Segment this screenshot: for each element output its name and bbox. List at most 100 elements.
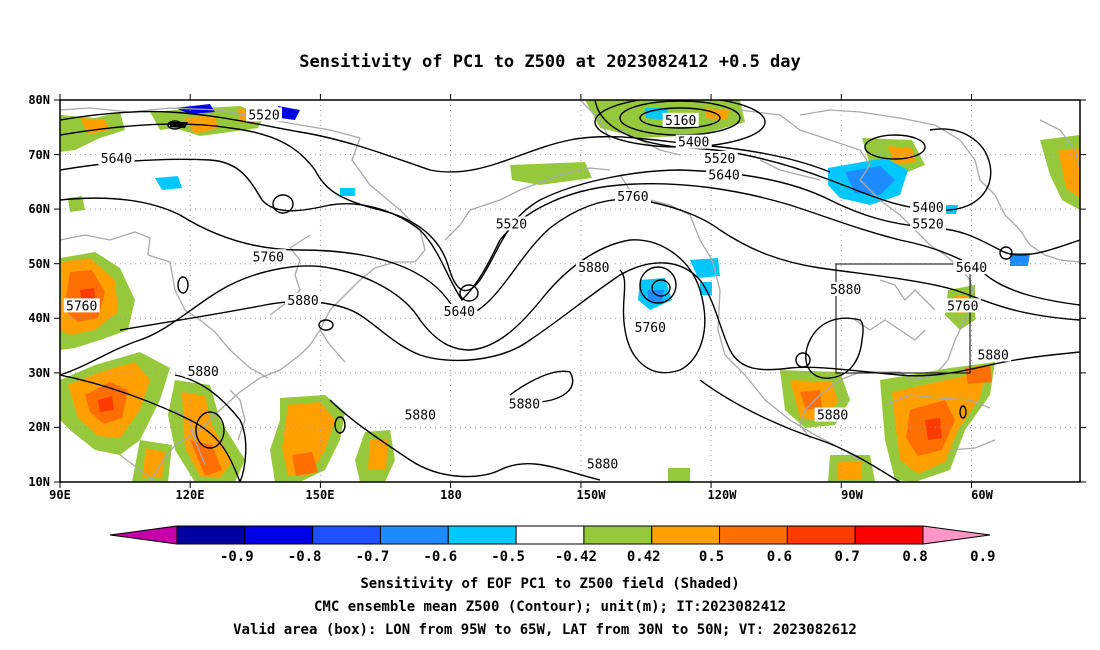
contour-label: 5520 [248,108,279,123]
contour-label: 5880 [405,409,436,424]
contour-label: 5760 [617,190,648,205]
contour-label: 5760 [253,250,284,265]
lon-tick-label: 150W [577,488,607,502]
colorbar: -0.9 -0.8 -0.7 -0.6 -0.5 -0.42 0.42 0.5 0.6 0.7 0.… [109,525,995,565]
lat-tick-label: 20N [28,420,50,434]
contour-label: 5760 [635,321,666,336]
lon-tick-label: 90W [841,488,863,502]
contour-labels: 5520564057605880576058805880564055205160… [63,107,1012,473]
lat-tick-label: 10N [28,475,50,489]
valid-area-box [835,263,971,374]
contour-label-bg [584,456,621,471]
contour-label-bg [814,407,851,422]
contour-label: 5400 [678,136,709,151]
colorbar-tick-label: -0.7 [356,549,390,565]
contour-label-bg [632,320,669,335]
contour-label-bg [63,298,100,313]
colorbar-tick-label: 0.7 [835,549,860,565]
colorbar-tick-label: -0.5 [491,549,525,565]
lat-tick-label: 80N [28,93,50,107]
lon-tick-label: 150E [306,488,335,502]
contour-label-bg [402,407,439,422]
lon-axis: 90E 120E 150E 180 150W 120W 90W 60W [49,94,994,502]
contour-label-bg [285,292,322,307]
lat-tick-label: 50N [28,257,50,271]
contour-label-bg [185,363,222,378]
contour-label-bg [953,260,990,275]
lon-tick-label: 90E [49,488,71,502]
contour-label-bg [675,134,712,149]
map-plot-area: 5520564057605880576058805880564055205160… [60,100,1080,482]
lat-tick-label: 30N [28,366,50,380]
colorbar-tick-label: -0.9 [220,549,254,565]
contour-label: 5880 [830,283,861,298]
contour-label: 5640 [956,261,987,276]
contour-label-bg [493,216,530,231]
contour-label-bg [614,189,651,204]
colorbar-tick-label: -0.42 [555,549,597,565]
contour-label: 5880 [509,398,540,413]
contour-label: 5640 [708,168,739,183]
lon-tick-label: 120E [176,488,205,502]
figure-title: Sensitivity of PC1 to Z500 at 2023082412… [299,52,801,72]
contour-label: 5400 [912,201,943,216]
contour-label: 5880 [188,365,219,380]
contour-label-bg [701,151,738,166]
colorbar-segment [854,525,924,545]
colorbar-segment [786,525,856,545]
colorbar-max-arrow [922,525,991,545]
z500-contours [60,100,1080,482]
contour-label-bg [975,347,1012,362]
sensitivity-shading [60,100,1080,482]
contour-label-bg [827,282,864,296]
colorbar-tick-label: 0.9 [970,549,995,565]
colorbar-tick-label: 0.5 [699,549,724,565]
colorbar-tick-label: 0.6 [767,549,792,565]
lat-axis: 80N 70N 60N 50N 40N 30N 20N 10N [28,93,1086,489]
contour-label: 5880 [578,261,609,276]
lat-tick-label: 70N [28,148,50,162]
lon-tick-label: 180 [440,488,462,502]
contour-label: 5520 [912,218,943,233]
colorbar-tick-label: -0.6 [423,549,457,565]
contour-label: 5880 [587,458,618,473]
colorbar-tick-label: 0.8 [902,549,927,565]
contour-label: 5520 [704,152,735,167]
colorbar-segment [379,525,449,545]
caption-line-2: CMC ensemble mean Z500 (Contour); unit(m… [314,599,786,615]
contour-label: 5160 [665,114,696,129]
caption-line-1: Sensitivity of EOF PC1 to Z500 field (Sh… [360,576,739,592]
plot-frame [59,99,1081,483]
colorbar-segment [176,525,246,545]
contour-label: 5880 [287,294,318,309]
contour-label-bg [662,112,699,127]
contour-label: 5520 [496,218,527,233]
caption-line-3: Valid area (box): LON from 95W to 65W, L… [233,622,857,638]
contour-label: 5640 [444,305,475,320]
contour-label-bg [910,200,947,215]
contour-label: 5880 [817,409,848,424]
colorbar-segment [244,525,314,545]
contour-label: 5640 [101,152,132,167]
colorbar-segment [583,525,653,545]
contour-label: 5880 [978,348,1009,363]
contour-label-bg [706,167,743,182]
contour-label-bg [944,298,981,313]
contour-label: 5760 [66,299,97,314]
colorbar-tick-label: -0.8 [288,549,322,565]
colorbar-segment [651,525,721,545]
coastlines [60,100,1080,482]
contour-label-bg [575,260,612,275]
colorbar-min-arrow [109,525,178,545]
lat-tick-label: 60N [28,202,50,216]
colorbar-segment [312,525,381,545]
colorbar-segment [719,525,788,545]
contour-label-bg [246,107,282,122]
contour-label-bg [250,249,287,264]
colorbar-tick-label: 0.42 [627,549,661,565]
lon-tick-label: 120W [708,488,738,502]
contour-label-bg [506,396,543,411]
contour-label-bg [98,151,135,166]
lon-tick-label: 60W [971,488,993,502]
